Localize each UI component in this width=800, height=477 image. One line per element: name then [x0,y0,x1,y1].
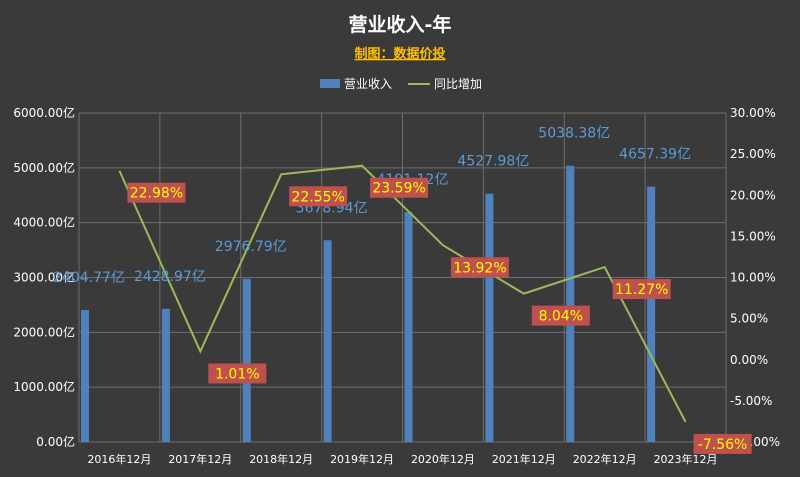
legend-swatch-revenue [320,79,340,88]
right-tick-label: 10.00% [730,271,776,285]
bar-value-label: 5038.38亿 [538,126,610,142]
chart-subtitle: 制图：数据价投 [354,46,445,62]
right-tick-label: 15.00% [730,229,776,243]
growth-label-box [693,433,752,454]
left-tick-label: 3000.00亿 [13,270,75,285]
bar-value-label: 4657.39亿 [619,147,691,163]
x-tick-label: 2020年12月 [411,452,475,466]
x-tick-label: 2018年12月 [249,452,313,466]
grid [78,112,727,443]
growth-label-box [208,363,267,384]
right-tick-label: -5.00% [730,394,772,408]
legend-label-revenue: 营业收入 [344,77,392,91]
growth-label-box [370,177,429,198]
growth-value-label: 8.04% [539,309,583,325]
growth-label-box [531,305,590,326]
growth-label-box [127,182,186,203]
line-labels: 22.98% 1.01% 22.55% 23.59% 13.92% 8.04% 11.27%… [127,177,752,454]
growth-value-label: 23.59% [372,181,425,197]
bar-labels: 2404.77亿2428.97亿2976.79亿3678.94亿4191.12亿… [53,126,691,286]
right-axis: -10.00%-5.00%0.00%5.00%10.00%15.00%20.00… [730,106,780,449]
left-tick-label: 0.00亿 [36,434,75,449]
growth-value-label: 22.55% [291,189,344,205]
x-tick-label: 2016年12月 [87,452,151,466]
growth-value-label: 22.98% [130,186,183,202]
chart-title: 营业收入-年 [349,13,452,36]
bar-value-label: 2404.77亿 [53,270,125,286]
growth-value-label: 11.27% [615,282,668,298]
left-tick-label: 2000.00亿 [13,324,75,339]
bar [566,165,575,443]
growth-label-box [450,257,509,278]
left-tick-label: 4000.00亿 [13,215,75,230]
legend: 营业收入 同比增加 [320,77,482,91]
legend-label-growth: 同比增加 [434,77,482,91]
growth-value-label: -7.56% [698,437,748,453]
bar-value-label: 4527.98亿 [457,154,529,170]
growth-label-box [289,186,348,207]
right-tick-label: 0.00% [730,353,768,367]
x-tick-label: 2019年12月 [330,452,394,466]
bar [161,308,170,442]
x-tick-label: 2023年12月 [654,452,718,466]
line-series [118,164,687,423]
left-tick-label: 6000.00亿 [13,105,75,120]
left-tick-label: 1000.00亿 [13,379,75,394]
right-tick-label: 20.00% [730,188,776,202]
bar [647,186,656,442]
growth-line [118,164,687,423]
x-tick-label: 2022年12月 [573,452,637,466]
bar [81,310,89,442]
bar-value-label: 2976.79亿 [215,239,287,255]
x-tick-label: 2017年12月 [168,452,232,466]
growth-value-label: 1.01% [215,366,259,382]
bar-series [81,165,656,443]
left-tick-label: 5000.00亿 [13,160,75,175]
right-tick-label: 5.00% [730,312,768,326]
bar [323,240,332,442]
bar [242,278,251,442]
x-axis: 2016年12月 2017年12月 2018年12月 2019年12月 2020年12月… [87,452,717,466]
x-tick-label: 2021年12月 [492,452,556,466]
left-axis: 0.00亿 1000.00亿 2000.00亿 3000.00亿 4000.00亿 500… [13,105,75,449]
right-tick-label: 25.00% [730,147,776,161]
growth-label-box [612,279,671,300]
bar [485,193,494,442]
right-tick-label: 30.00% [730,106,776,120]
bar [404,212,413,442]
growth-value-label: 13.92% [453,260,506,276]
bar-value-label: 2428.97亿 [134,269,206,285]
